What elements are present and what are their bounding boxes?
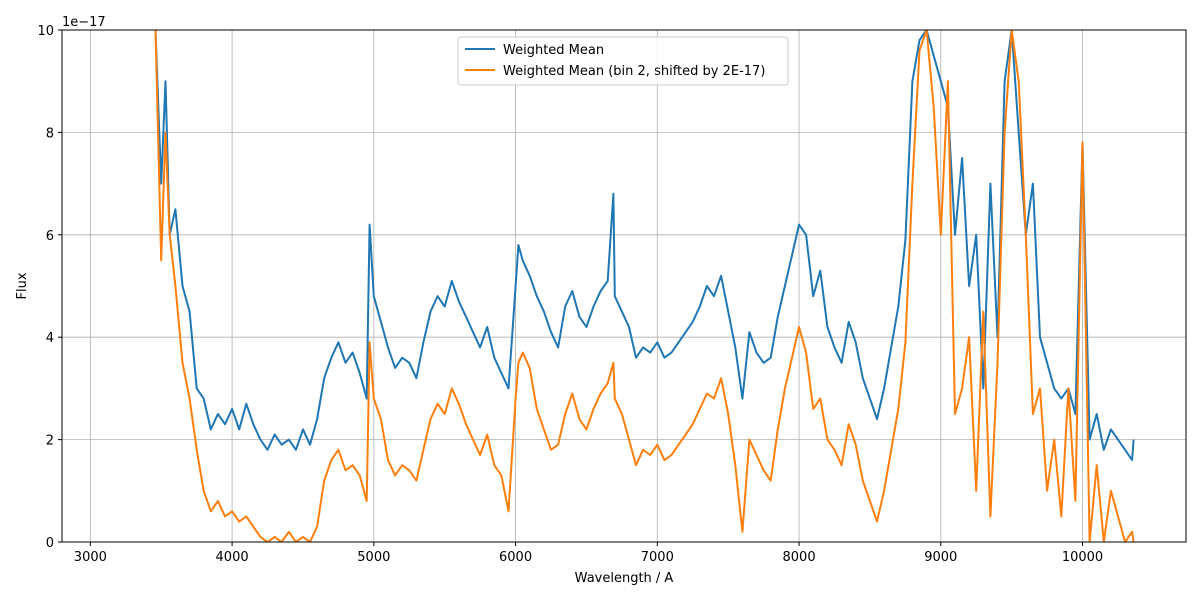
series-line-weighted-mean: [154, 30, 1135, 462]
y-scale-note: 1e−17: [62, 15, 106, 30]
x-axis-label: Wavelength / A: [575, 571, 674, 586]
x-tick-label: 4000: [216, 550, 249, 565]
y-tick-label: 6: [46, 229, 54, 244]
y-tick-label: 10: [37, 24, 54, 39]
x-tick-label: 6000: [499, 550, 532, 565]
x-tick-label: 5000: [357, 550, 390, 565]
plot-area: [154, 30, 1135, 542]
y-axis-label: Flux: [15, 272, 30, 299]
y-tick-label: 8: [46, 126, 54, 141]
y-tick-label: 0: [46, 536, 54, 551]
legend-label-weighted-mean-bin2: Weighted Mean (bin 2, shifted by 2E-17): [503, 64, 765, 79]
y-tick-label: 2: [46, 434, 54, 449]
x-tick-label: 8000: [783, 550, 816, 565]
x-tick-label: 9000: [924, 550, 957, 565]
plot-frame: [61, 29, 1187, 543]
x-tick-label: 7000: [641, 550, 674, 565]
series-line-weighted-mean-bin2: [154, 30, 1135, 542]
y-tick-label: 4: [46, 331, 54, 346]
legend: Weighted Mean Weighted Mean (bin 2, shif…: [457, 36, 789, 86]
axis-ticks: 3000 4000 5000 6000 7000 8000 9000 10000 0 2 4 6 8 10: [37, 24, 1103, 565]
x-tick-label: 10000: [1062, 550, 1103, 565]
x-tick-label: 3000: [74, 550, 107, 565]
legend-box: [457, 36, 789, 86]
legend-label-weighted-mean: Weighted Mean: [503, 43, 604, 58]
